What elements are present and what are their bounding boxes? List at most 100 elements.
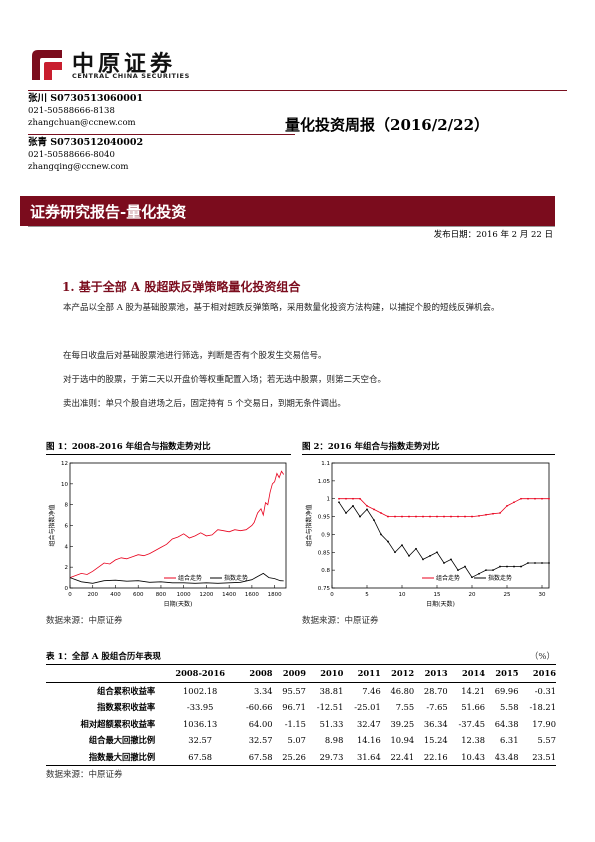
paragraph-1: 本产品以全部 A 股为基础股票池，基于相对超跌反弹策略，采用数量化投资方法构建，… <box>63 303 500 313</box>
table-cell: 6.31 <box>500 735 519 746</box>
y-tick-label: 2 <box>65 565 69 571</box>
data-point <box>366 504 368 507</box>
x-tick-label: 1200 <box>199 592 213 598</box>
category-banner-text: 证券研究报告-量化投资 <box>30 203 187 221</box>
data-point <box>401 544 403 547</box>
table-row-label: 组合累积收益率 <box>97 685 156 696</box>
legend-label: 指数走势 <box>488 574 512 582</box>
x-tick-label: 1400 <box>222 592 236 598</box>
data-point <box>520 565 522 568</box>
x-tick-label: 800 <box>156 592 167 598</box>
report-title: 量化投资周报（2016/2/22） <box>285 116 490 134</box>
table-cell: 7.55 <box>395 702 415 713</box>
table-header-cell: 2008-2016 <box>165 664 236 683</box>
series-line-index <box>69 572 284 584</box>
y-tick-label: 6 <box>65 524 69 530</box>
y-axis-label: 组合与指数净值 <box>48 504 56 546</box>
analyst-1-email[interactable]: zhangchuan@ccnew.com <box>28 118 136 128</box>
x-tick-label: 25 <box>504 592 511 598</box>
company-logo-icon <box>28 46 66 84</box>
table-header-cell: 2013 <box>414 664 448 683</box>
data-point <box>387 515 389 518</box>
table-cell: 51.66 <box>461 702 486 713</box>
table-cell: 8.98 <box>324 735 344 746</box>
figure-1-caption: 图 1：2008-2016 年组合与指数走势对比 <box>46 442 211 452</box>
series-line-portfolio <box>339 498 549 517</box>
y-axis-label: 组合与指数净值 <box>305 504 313 546</box>
table-cell: 5.07 <box>287 735 306 746</box>
data-point <box>485 569 487 572</box>
data-point <box>471 515 473 518</box>
data-point <box>541 562 543 564</box>
publish-date: 发布日期：2016 年 2 月 22 日 <box>433 230 553 240</box>
table-cell: 1002.18 <box>183 685 218 696</box>
data-point <box>394 515 396 518</box>
table-header-cell: 2011 <box>343 664 381 683</box>
data-point <box>513 565 515 568</box>
legend-label: 指数走势 <box>224 574 248 582</box>
x-axis-label: 日期(天数) <box>426 600 455 608</box>
data-point <box>485 513 487 516</box>
logo-chinese-name: 中原证券 <box>72 51 177 77</box>
data-point <box>345 497 347 500</box>
data-point <box>464 565 466 568</box>
table-row-label: 组合最大回撤比例 <box>88 735 156 746</box>
table-cell: 17.90 <box>532 718 556 729</box>
x-tick-label: 1800 <box>268 592 282 598</box>
table-cell: -12.51 <box>316 702 344 713</box>
x-tick-label: 10 <box>399 592 406 598</box>
table-cell: 25.26 <box>272 748 306 766</box>
table-cell: 22.16 <box>414 748 448 766</box>
table-cell: 29.73 <box>305 748 344 766</box>
data-point <box>548 562 550 564</box>
data-point <box>443 515 445 518</box>
x-axis-label: 日期(天数) <box>164 600 193 608</box>
table-cell: -7.65 <box>426 702 448 713</box>
table-cell: 12.38 <box>461 735 486 746</box>
table-cell: 14.21 <box>461 685 486 696</box>
x-tick-label: 0 <box>330 592 334 598</box>
data-point <box>471 576 473 579</box>
plot-frame <box>331 462 550 589</box>
table-row-label: 指数最大回撤比例 <box>46 748 166 766</box>
table-cell: -25.01 <box>354 702 381 713</box>
table-header-blank <box>46 664 166 683</box>
data-point <box>506 565 508 568</box>
table-cell: 15.24 <box>423 735 448 746</box>
table-1-caption: 表 1：全部 A 股组合历年表现 <box>46 652 161 662</box>
x-tick-label: 5 <box>365 592 369 598</box>
table-cell: 64.38 <box>494 718 519 729</box>
data-point <box>422 558 424 561</box>
data-point <box>443 562 445 564</box>
paragraph-2: 在每日收盘后对基础股票池进行筛选，判断是否有个股发生交易信号。 <box>63 351 327 361</box>
table-header-cell: 2012 <box>380 664 415 683</box>
data-point <box>478 572 480 575</box>
table-cell: 14.16 <box>356 735 381 746</box>
data-point <box>415 547 417 550</box>
data-point <box>352 497 354 500</box>
series-line-portfolio <box>69 470 285 578</box>
table-cell: -18.21 <box>529 702 556 713</box>
table-header-cell: 2008 <box>235 664 273 683</box>
table-header-cell: 2016 <box>518 664 556 683</box>
table-row: 组合最大回撤比例 32.57 32.57 5.07 8.98 14.16 10.94 15.2… <box>46 732 556 749</box>
table-cell: 23.51 <box>518 748 556 766</box>
y-tick-label: 0.9 <box>321 532 330 538</box>
data-point <box>415 515 417 518</box>
table-cell: -33.95 <box>186 702 214 713</box>
data-point <box>450 558 452 561</box>
data-point <box>499 565 501 568</box>
y-tick-label: 8 <box>65 503 69 509</box>
x-tick-label: 1000 <box>177 592 191 598</box>
table-cell: -37.45 <box>458 718 486 729</box>
analyst-2-email[interactable]: zhangqing@ccnew.com <box>28 162 129 172</box>
section-title: 1. 基于全部 A 股超跌反弹策略量化投资组合 <box>62 280 301 294</box>
data-point <box>541 497 543 500</box>
table-cell: 22.41 <box>380 748 415 766</box>
data-point <box>464 515 466 518</box>
table-cell: 5.57 <box>537 735 556 746</box>
analyst-1-phone: 021-50588666-8138 <box>28 106 115 116</box>
table-cell: 51.33 <box>319 718 344 729</box>
table-cell: 10.94 <box>390 735 415 746</box>
analyst-1: 张川 S0730513060001 021-50588666-8138 zhan… <box>28 93 143 129</box>
